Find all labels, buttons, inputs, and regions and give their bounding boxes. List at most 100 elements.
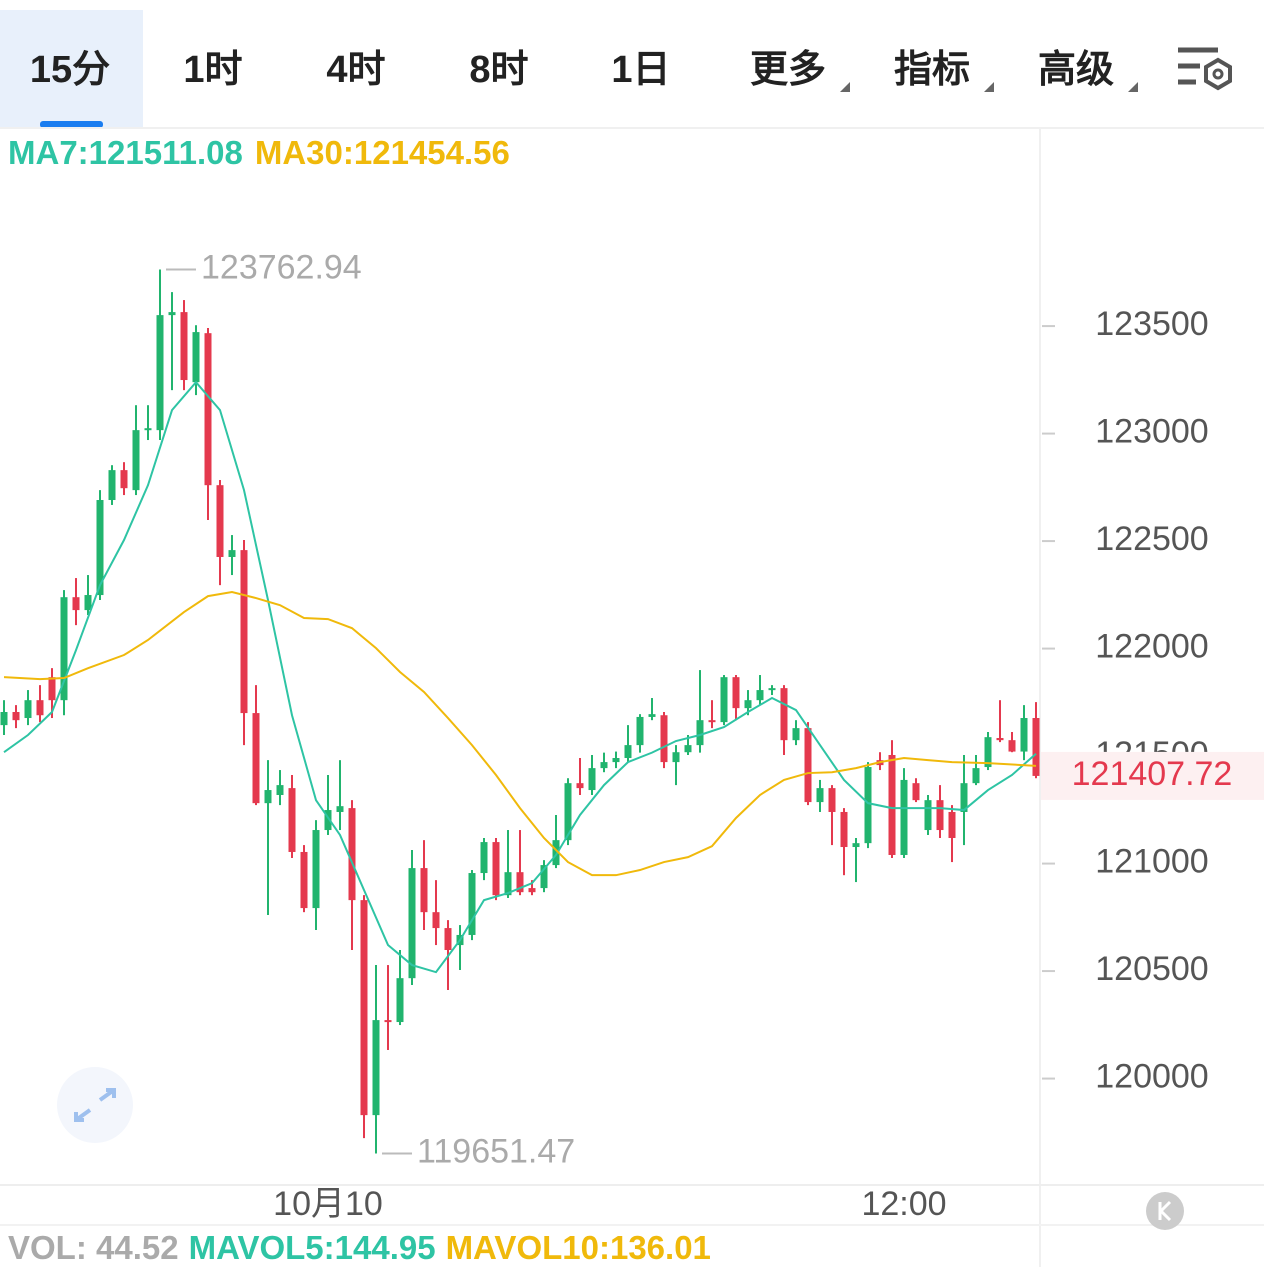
vol-legend: VOL: 44.52 MAVOL5:144.95 MAVOL10:136.01 — [8, 1229, 711, 1266]
ma-line — [3, 380, 1037, 974]
candle-body — [792, 728, 800, 741]
candle-body — [528, 888, 536, 893]
candle-body — [36, 700, 44, 716]
y-tick-label: 123000 — [1095, 413, 1208, 451]
legend-entry: MAVOL10:136.01 — [446, 1229, 711, 1266]
candle-body — [540, 865, 548, 889]
candle-body — [180, 312, 188, 381]
candle-body — [252, 713, 260, 804]
candle-body — [708, 720, 716, 723]
dropdown-caret — [984, 82, 994, 92]
k-button[interactable] — [1146, 1192, 1184, 1230]
last-price-label: 121407.72 — [1072, 755, 1233, 793]
candle-body — [84, 595, 92, 611]
candle-body — [972, 768, 980, 784]
candle-body — [588, 768, 596, 791]
y-tick-label: 123500 — [1095, 305, 1208, 343]
candle-body — [276, 785, 284, 795]
y-tick-label: 122500 — [1095, 520, 1208, 558]
candle-body — [960, 783, 968, 812]
min-label: 119651.47 — [417, 1132, 575, 1170]
y-tick-label: 120500 — [1095, 950, 1208, 988]
candle-body — [924, 800, 932, 831]
candle-body — [48, 677, 56, 701]
candle-body — [744, 700, 752, 709]
candle-body — [720, 677, 728, 723]
candle-body — [432, 912, 440, 929]
candle-body — [408, 868, 416, 979]
tabs: 15分 1时 4时 8时 1日 更多 指标 高级 — [30, 49, 1138, 92]
candle-body — [516, 872, 524, 893]
tab[interactable]: 1时 — [183, 49, 242, 91]
candle-body — [984, 737, 992, 768]
candle-body — [72, 597, 80, 611]
legend-entry: MA7:121511.08 — [8, 134, 243, 171]
legend-entry: MAVOL5:144.95 — [189, 1229, 436, 1266]
candle-body — [864, 767, 872, 844]
candle-body — [348, 808, 356, 901]
x-tick-label: 12:00 — [861, 1185, 946, 1223]
candle-body — [780, 688, 788, 741]
candle-body — [996, 738, 1004, 741]
candle-body — [132, 430, 140, 491]
y-tick-label: 120000 — [1095, 1058, 1208, 1096]
tab[interactable]: 4时 — [326, 49, 385, 91]
candle-body — [612, 758, 620, 763]
tab[interactable]: 更多 — [750, 49, 826, 91]
y-tick-label: 122000 — [1095, 628, 1208, 666]
candle-body — [840, 811, 848, 848]
candle-body — [300, 851, 308, 909]
candle-body — [144, 428, 152, 431]
candle-body — [672, 752, 680, 763]
tab[interactable]: 高级 — [1038, 49, 1114, 91]
candle-body — [12, 712, 20, 721]
active-tab-bg — [0, 10, 143, 128]
candle-body — [192, 332, 200, 383]
max-label: 123762.94 — [201, 249, 362, 287]
candle-body — [504, 872, 512, 896]
candle-body — [564, 783, 572, 841]
tab[interactable]: 1日 — [611, 49, 670, 91]
candle-body — [576, 783, 584, 789]
candle-body — [480, 842, 488, 874]
candle-body — [336, 806, 344, 812]
last-price-box — [1041, 751, 1264, 800]
y-tick-label: 121000 — [1095, 843, 1208, 881]
candle-body — [312, 830, 320, 909]
candle-body — [468, 873, 476, 935]
candle-body — [888, 755, 896, 855]
candle-body — [816, 788, 824, 803]
candle-body — [60, 597, 68, 701]
tab[interactable]: 8时 — [469, 49, 528, 91]
candle-body — [288, 788, 296, 852]
candle-body — [444, 928, 452, 951]
candle-body — [324, 810, 332, 831]
candle-body — [228, 550, 236, 557]
ma-legend: MA7:121511.08 MA30:121454.56 — [8, 134, 510, 171]
candle-body — [852, 843, 860, 848]
tab[interactable]: 15分 — [30, 49, 110, 91]
tab[interactable]: 指标 — [894, 49, 970, 91]
candle-body — [372, 1020, 380, 1116]
settings-icon[interactable] — [1178, 47, 1232, 91]
candle-body — [216, 485, 224, 557]
candle-body — [240, 550, 248, 714]
candle-body — [948, 811, 956, 838]
candle-body — [168, 312, 176, 316]
candle-body — [756, 690, 764, 701]
candle-body — [204, 333, 212, 486]
candle-body — [384, 1020, 392, 1023]
candle-body — [684, 745, 692, 753]
candle-body — [24, 700, 32, 719]
candle-body — [768, 688, 776, 691]
candle-body — [912, 783, 920, 801]
candle-body — [264, 790, 272, 804]
dropdown-caret — [840, 82, 850, 92]
candle-body — [624, 745, 632, 759]
fullscreen-button[interactable] — [57, 1067, 133, 1143]
candle-body — [156, 315, 164, 431]
candle-body — [360, 900, 368, 1116]
candle-body — [828, 788, 836, 812]
candle-body — [1020, 718, 1028, 752]
